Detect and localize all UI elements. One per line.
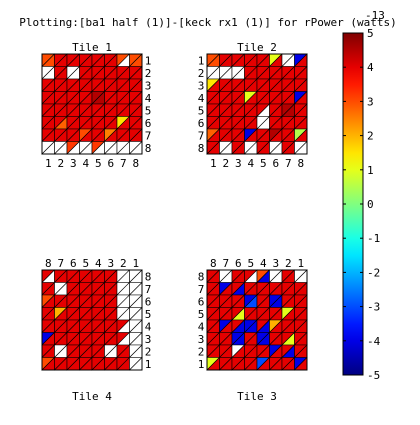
column-tick-label: 3 [107, 257, 114, 270]
colorbar: 5 4 3 2 1 0 -1 -2 -3 -4 -5 -13 [342, 9, 385, 382]
column-tick-label: 1 [132, 257, 139, 270]
column-tick-label: 5 [260, 157, 267, 170]
row-tick-label: 3 [198, 333, 205, 346]
column-tick-label: 6 [272, 157, 279, 170]
column-tick-label: 5 [95, 157, 102, 170]
row-tick-label: 4 [145, 320, 152, 333]
colorbar-tick-label: -1 [367, 232, 380, 245]
column-tick-label: 2 [285, 257, 292, 270]
column-tick-label: 5 [247, 257, 254, 270]
column-tick-label: 8 [45, 257, 52, 270]
row-tick-label: 8 [198, 142, 205, 155]
row-tick-label: 2 [198, 67, 205, 80]
row-tick-label: 7 [198, 283, 205, 296]
colorbar-tick-label: 3 [367, 95, 374, 108]
column-tick-label: 6 [70, 257, 77, 270]
row-tick-label: 8 [145, 142, 152, 155]
row-tick-label: 1 [145, 54, 152, 67]
column-tick-label: 2 [222, 157, 229, 170]
row-tick-label: 4 [198, 320, 205, 333]
tile-border [206, 53, 308, 155]
column-tick-label: 2 [57, 157, 64, 170]
column-tick-label: 8 [210, 257, 217, 270]
colorbar-tick-label: 5 [367, 27, 374, 40]
row-tick-label: 3 [145, 333, 152, 346]
row-tick-label: 8 [145, 270, 152, 283]
row-tick-label: 5 [145, 104, 152, 117]
column-tick-label: 1 [210, 157, 217, 170]
row-tick-label: 1 [198, 54, 205, 67]
column-tick-label: 8 [297, 157, 304, 170]
column-tick-label: 5 [82, 257, 89, 270]
colorbar-tick-label: -4 [367, 335, 381, 348]
colorbar-tick-label: 4 [367, 61, 374, 74]
row-tick-label: 6 [145, 117, 152, 130]
column-tick-label: 4 [95, 257, 102, 270]
row-tick-label: 6 [145, 295, 152, 308]
row-tick-label: 7 [145, 283, 152, 296]
tile-title: Tile 1 [72, 41, 112, 54]
row-tick-label: 3 [145, 79, 152, 92]
column-tick-label: 6 [107, 157, 114, 170]
column-tick-label: 2 [120, 257, 127, 270]
row-tick-label: 4 [198, 92, 205, 105]
colorbar-tick-label: -5 [367, 369, 380, 382]
column-tick-label: 4 [260, 257, 267, 270]
chart-title: Plotting:[ba1 half (1)]-[keck rx1 (1)] f… [19, 16, 397, 29]
column-tick-label: 3 [272, 257, 279, 270]
column-tick-label: 4 [82, 157, 89, 170]
column-tick-label: 3 [70, 157, 77, 170]
row-tick-label: 6 [198, 117, 205, 130]
row-tick-label: 8 [198, 270, 205, 283]
row-tick-label: 7 [145, 129, 152, 142]
column-tick-label: 7 [222, 257, 229, 270]
row-tick-label: 3 [198, 79, 205, 92]
colorbar-tick-label: -3 [367, 301, 380, 314]
row-tick-label: 2 [145, 345, 152, 358]
colorbar-tick-label: 1 [367, 164, 374, 177]
tile-title: Tile 3 [237, 390, 277, 403]
tile-title: Tile 2 [237, 41, 277, 54]
column-tick-label: 7 [57, 257, 64, 270]
tile-border [41, 53, 143, 155]
row-tick-label: 6 [198, 295, 205, 308]
row-tick-label: 1 [198, 358, 205, 371]
row-tick-label: 5 [198, 104, 205, 117]
row-tick-label: 7 [198, 129, 205, 142]
column-tick-label: 8 [132, 157, 139, 170]
colorbar-exponent: -13 [365, 9, 385, 22]
row-tick-label: 2 [198, 345, 205, 358]
tile-border [41, 269, 143, 371]
column-tick-label: 6 [235, 257, 242, 270]
column-tick-label: 3 [235, 157, 242, 170]
row-tick-label: 2 [145, 67, 152, 80]
column-tick-label: 1 [297, 257, 304, 270]
row-tick-label: 1 [145, 358, 152, 371]
column-tick-label: 7 [120, 157, 127, 170]
column-tick-label: 1 [45, 157, 52, 170]
column-tick-label: 4 [247, 157, 254, 170]
colorbar-tick-label: 0 [367, 198, 374, 211]
tile-title: Tile 4 [72, 390, 112, 403]
column-tick-label: 7 [285, 157, 292, 170]
row-tick-label: 5 [198, 308, 205, 321]
colorbar-tick-label: 2 [367, 130, 374, 143]
row-tick-label: 4 [145, 92, 152, 105]
colorbar-tick-label: -2 [367, 266, 380, 279]
tile-border [206, 269, 308, 371]
row-tick-label: 5 [145, 308, 152, 321]
